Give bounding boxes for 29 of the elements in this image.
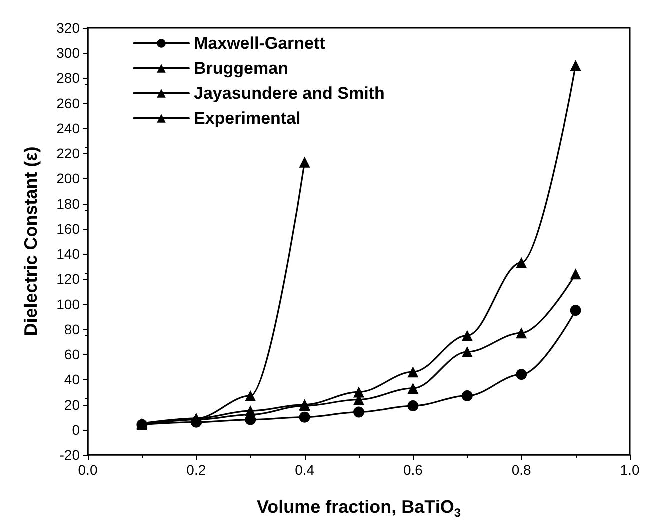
y-tick-label: 80 <box>64 321 80 338</box>
x-tick-label: 1.0 <box>620 462 640 478</box>
x-tick-label: 0.6 <box>403 462 424 478</box>
legend-label: Bruggeman <box>194 59 288 78</box>
legend-label: Jayasundere and Smith <box>194 84 385 103</box>
y-tick-label: 260 <box>56 95 80 112</box>
y-tick-label: 200 <box>56 170 80 187</box>
x-tick-label: 0.8 <box>512 462 532 478</box>
y-tick-label: 240 <box>56 120 80 136</box>
y-tick-label: 40 <box>64 372 80 388</box>
y-tick-label: 0 <box>72 422 80 438</box>
y-tick-label: 120 <box>56 271 80 288</box>
y-tick-label: 60 <box>64 346 80 363</box>
y-tick-label: 180 <box>56 196 80 212</box>
y-tick-label: 20 <box>64 396 80 413</box>
y-tick-label: 220 <box>56 146 80 162</box>
y-tick-label: 160 <box>56 220 80 237</box>
y-tick-label: 300 <box>56 45 80 62</box>
x-tick-label: 0.0 <box>78 462 98 478</box>
x-tick-label: 0.2 <box>186 462 206 478</box>
x-tick-label: 0.4 <box>295 462 315 478</box>
y-tick-label: -20 <box>60 447 80 463</box>
legend-label: Experimental <box>194 109 301 128</box>
y-tick-label: 100 <box>56 296 80 312</box>
legend-label: Maxwell-Garnett <box>194 34 326 53</box>
y-axis-title: Dielectric Constant (ε) <box>21 146 41 336</box>
y-tick-label: 140 <box>56 246 80 262</box>
y-tick-label: 280 <box>56 70 80 86</box>
y-tick-label: 320 <box>56 20 80 36</box>
